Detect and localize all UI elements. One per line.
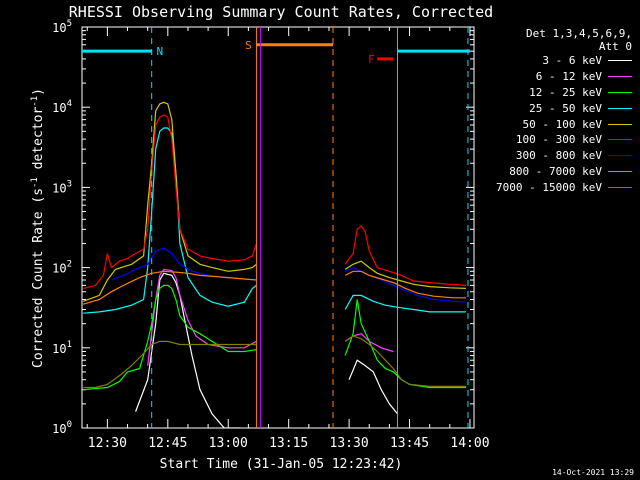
legend-row: 6 - 12 keV (472, 69, 632, 85)
legend-label: 100 - 300 keV (515, 133, 602, 147)
plot-frame (81, 26, 475, 429)
legend-swatch (608, 155, 632, 157)
x-tick-label: 12:45 (148, 436, 187, 451)
series-line-6 (111, 247, 466, 303)
legend-row: 3 - 6 keV (472, 53, 632, 69)
x-tick-label: 13:00 (209, 436, 248, 451)
y-tick-label: 103 (52, 179, 72, 195)
x-tick-label: 14:00 (450, 436, 489, 451)
series-line-5 (83, 114, 466, 289)
legend-row: 12 - 25 keV (472, 85, 632, 101)
series-line-7 (83, 270, 466, 305)
legend-label: 300 - 800 keV (515, 149, 602, 163)
legend-label: 3 - 6 keV (542, 54, 602, 68)
legend-row: 25 - 50 keV (472, 100, 632, 116)
legend-label: 50 - 100 keV (522, 117, 602, 131)
y-tick-label: 101 (52, 340, 72, 356)
series-line-2 (83, 284, 466, 391)
legend-swatch (608, 170, 632, 172)
legend-swatch (608, 139, 632, 141)
x-axis-label: Start Time (31-Jan-05 12:23:42) (160, 457, 403, 472)
legend-header-line1: Det 1,3,4,5,6,9, (526, 27, 632, 40)
legend-label: 25 - 50 keV (529, 101, 602, 115)
y-tick-label: 104 (52, 99, 72, 115)
legend-label: 7000 - 15000 keV (496, 180, 602, 194)
legend-row: 7000 - 15000 keV (472, 179, 632, 195)
legend-row: 100 - 300 keV (472, 132, 632, 148)
legend-swatch (608, 123, 632, 125)
x-tick-label: 13:30 (330, 436, 369, 451)
legend: Det 1,3,4,5,6,9, Att 0 3 - 6 keV 6 - 12 k… (472, 27, 632, 195)
legend-swatch (608, 60, 632, 62)
timestamp: 14-Oct-2021 13:29 (552, 468, 634, 477)
legend-label: 800 - 7000 keV (509, 164, 602, 178)
y-tick-label: 105 (52, 19, 72, 35)
legend-header-line2: Att 0 (598, 40, 632, 53)
chart-title: RHESSI Observing Summary Count Rates, Co… (69, 3, 493, 21)
legend-swatch (608, 107, 632, 109)
mode-label-F: F (368, 53, 375, 66)
legend-row: 300 - 800 keV (472, 148, 632, 164)
legend-row: 50 - 100 keV (472, 116, 632, 132)
legend-row: 800 - 7000 keV (472, 164, 632, 180)
mode-label-N: N (156, 45, 163, 58)
legend-swatch (608, 91, 632, 93)
x-tick-label: 12:30 (88, 436, 127, 451)
x-tick-label: 13:45 (390, 436, 429, 451)
x-tick-label: 13:15 (269, 436, 308, 451)
series-line-3 (83, 127, 466, 314)
legend-swatch (608, 76, 632, 78)
y-tick-label: 102 (52, 260, 72, 276)
plot-area: N S F (82, 27, 470, 428)
legend-label: 6 - 12 keV (535, 70, 602, 84)
legend-label: 12 - 25 keV (529, 85, 602, 99)
mode-label-S: S (245, 39, 252, 52)
y-axis-label: Corrected Count Rate (s-1 detector-1) (30, 88, 46, 368)
legend-swatch (608, 186, 632, 188)
series-line-8 (83, 335, 466, 389)
y-tick-label: 100 (52, 420, 72, 436)
series-line-4 (82, 101, 466, 302)
